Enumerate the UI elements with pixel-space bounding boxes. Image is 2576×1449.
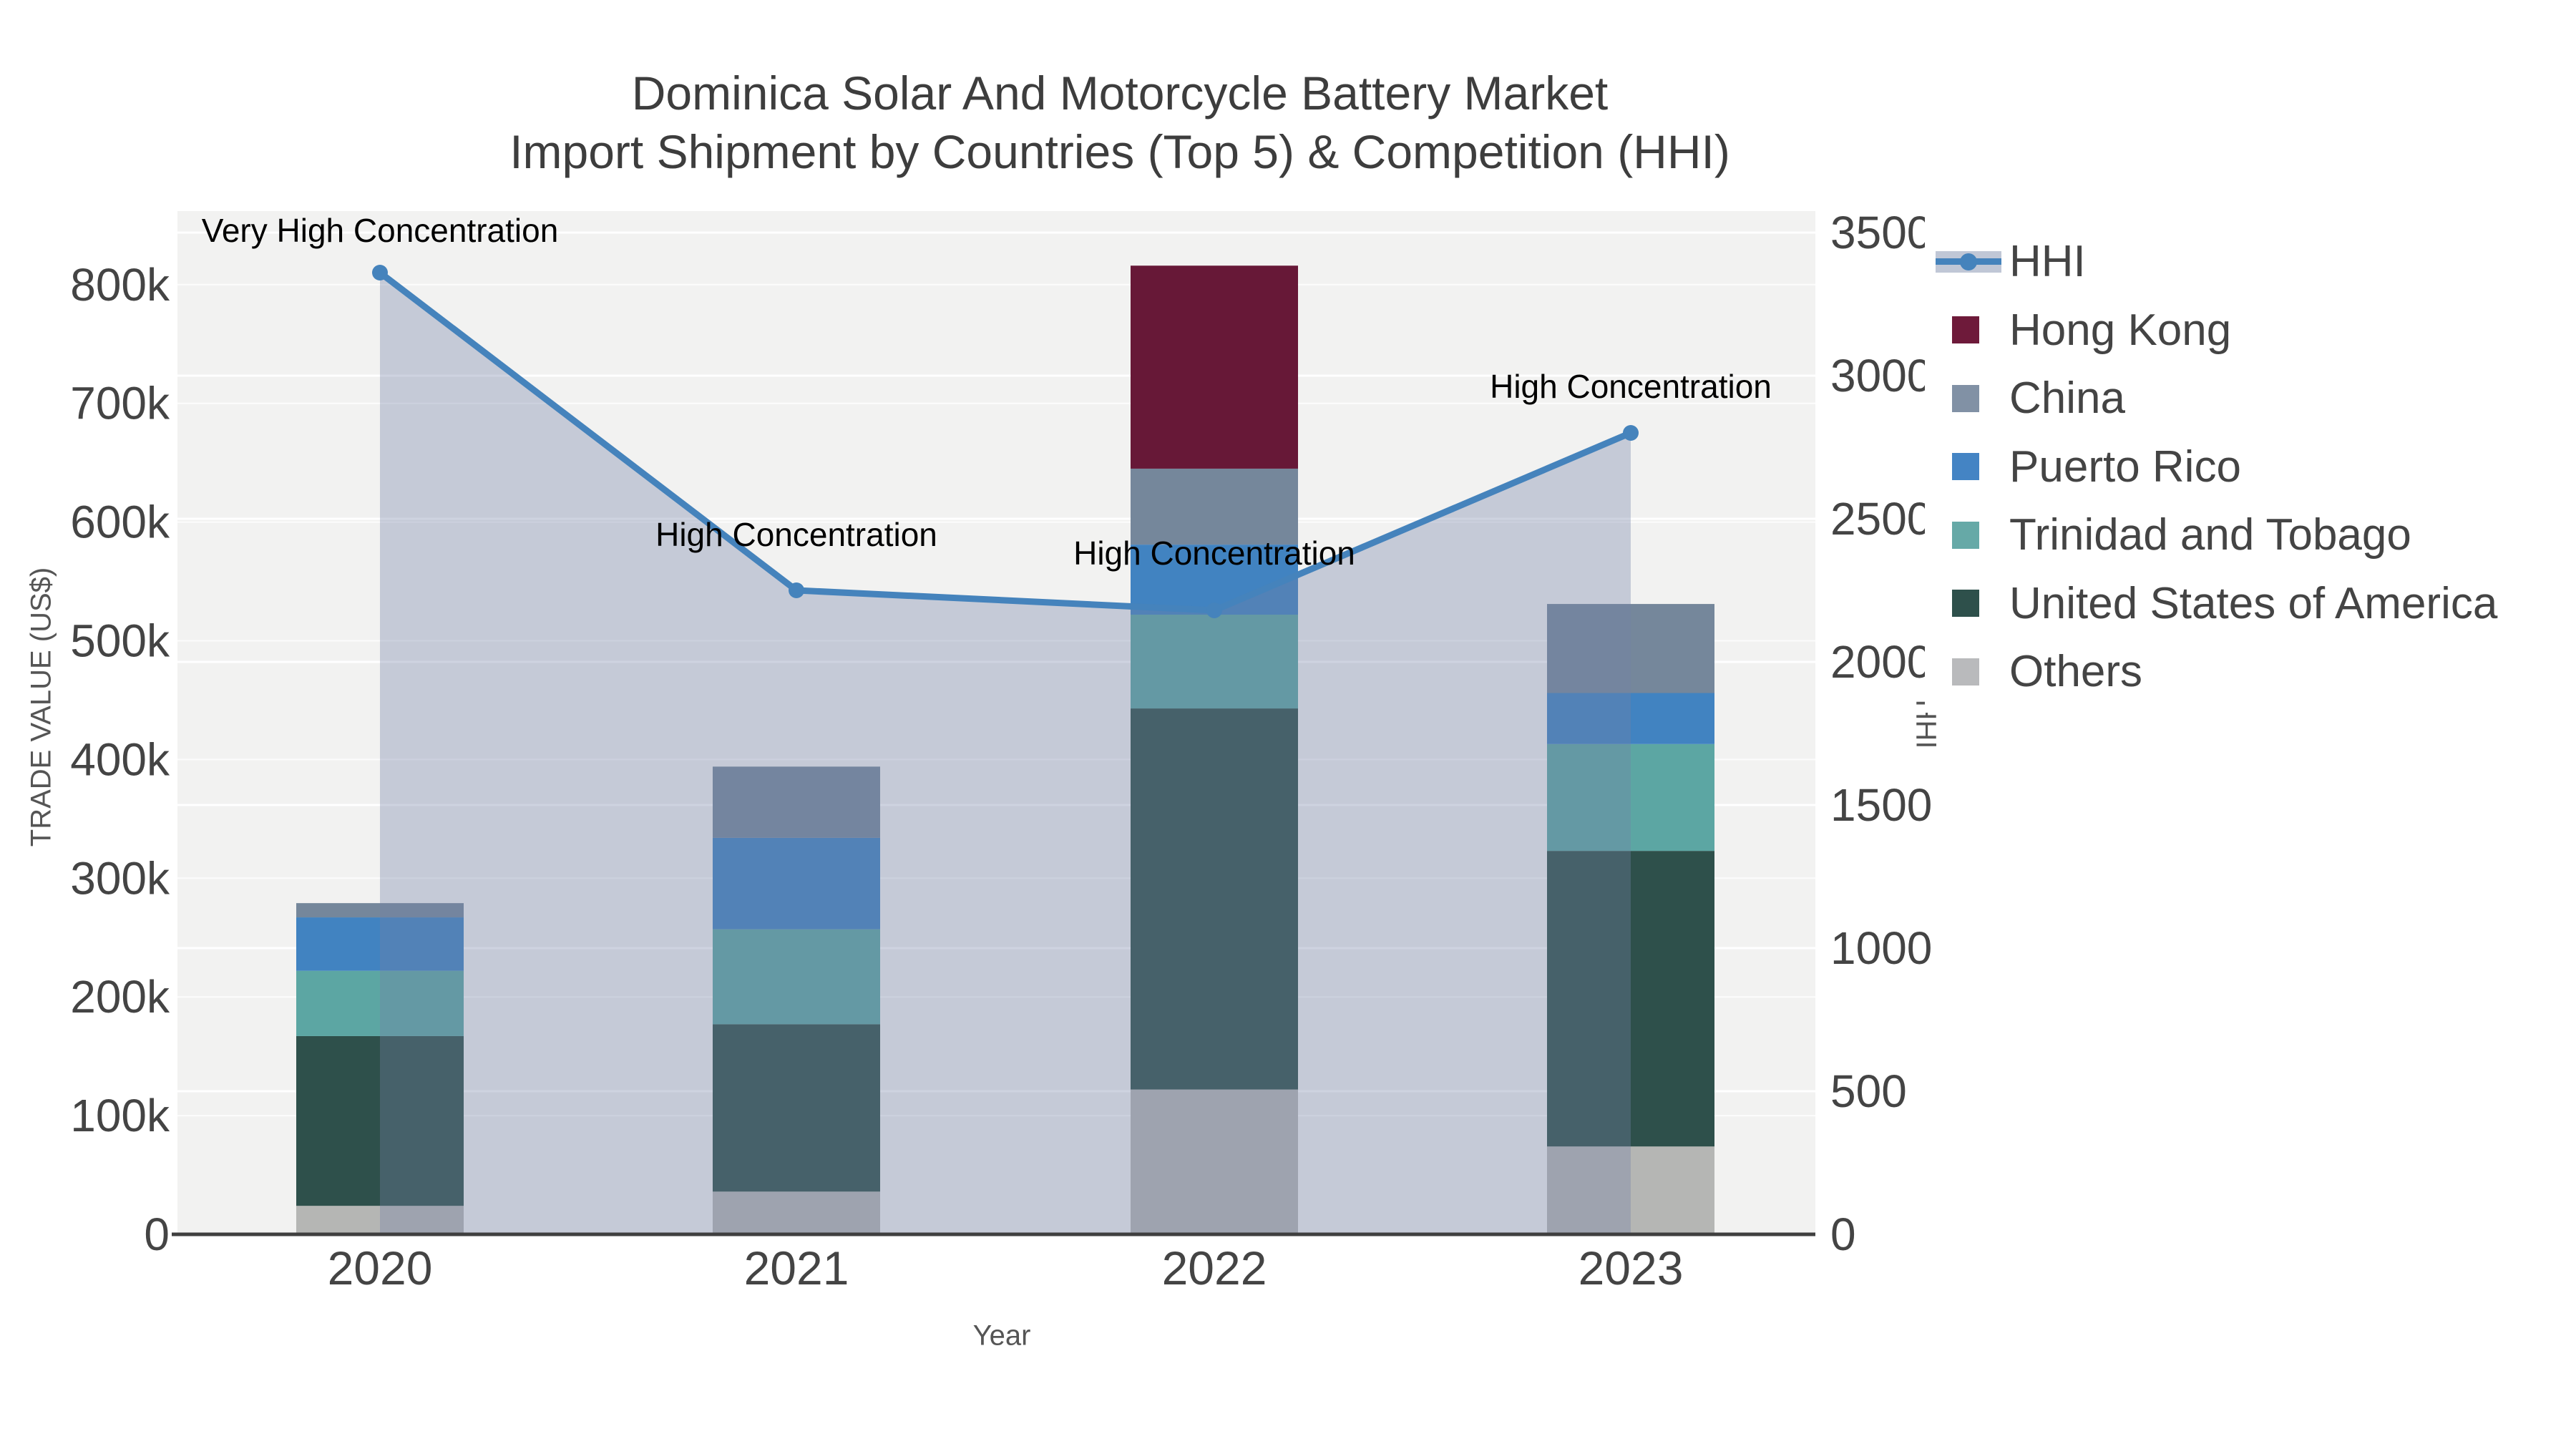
bar-segment-trinidad-and-tobago-2020[interactable] bbox=[296, 970, 464, 1036]
x-tick-label-2020: 2020 bbox=[328, 1241, 433, 1294]
y-left-tick-label-600k: 600k bbox=[70, 497, 170, 548]
bar-segment-hong-kong-2022[interactable] bbox=[1131, 265, 1298, 469]
bar-segment-united-states-of-america-2023[interactable] bbox=[1547, 851, 1714, 1147]
bar-segment-united-states-of-america-2022[interactable] bbox=[1131, 708, 1298, 1090]
x-tick-label-2021: 2021 bbox=[744, 1241, 849, 1294]
bar-segment-united-states-of-america-2021[interactable] bbox=[713, 1024, 880, 1192]
legend-swatch-icon bbox=[1952, 316, 1979, 344]
legend-item-china[interactable]: China bbox=[1925, 364, 2555, 433]
y-left-tick-label-800k: 800k bbox=[70, 259, 170, 311]
bar-segment-trinidad-and-tobago-2023[interactable] bbox=[1547, 743, 1714, 852]
x-tick-label-2023: 2023 bbox=[1579, 1241, 1684, 1294]
legend-label: Puerto Rico bbox=[2009, 441, 2241, 492]
x-axis-title: Year bbox=[972, 1319, 1031, 1352]
legend-swatch-icon bbox=[1952, 658, 1979, 686]
hhi-marker-2020[interactable] bbox=[372, 265, 388, 280]
legend-label: Others bbox=[2009, 647, 2143, 697]
bar-segment-puerto-rico-2020[interactable] bbox=[296, 917, 464, 971]
bar-segment-others-2020[interactable] bbox=[296, 1206, 464, 1234]
y-axis-title-left: TRADE VALUE (US$) bbox=[25, 567, 57, 847]
hhi-marker-2022[interactable] bbox=[1206, 602, 1222, 618]
legend-label: United States of America bbox=[2009, 578, 2498, 628]
bar-segment-others-2021[interactable] bbox=[713, 1191, 880, 1234]
legend-item-others[interactable]: Others bbox=[1925, 638, 2555, 706]
bar-segment-trinidad-and-tobago-2021[interactable] bbox=[713, 929, 880, 1025]
hhi-line-icon bbox=[1936, 246, 2001, 278]
annotation-2020: Very High Concentration bbox=[202, 212, 559, 249]
legend-swatch-icon bbox=[1952, 590, 1979, 618]
hhi-marker-swatch bbox=[1960, 253, 1977, 270]
y-right-tick-label-1500: 1500 bbox=[1830, 779, 1932, 831]
hhi-marker-2023[interactable] bbox=[1623, 425, 1639, 441]
y-right-tick-label-2500: 2500 bbox=[1830, 493, 1932, 545]
bar-segment-others-2023[interactable] bbox=[1547, 1146, 1714, 1234]
legend-swatch-icon bbox=[1952, 384, 1979, 412]
hhi-marker-2021[interactable] bbox=[789, 582, 804, 598]
y-left-tick-label-300k: 300k bbox=[70, 852, 170, 904]
annotation-2022: High Concentration bbox=[1073, 535, 1355, 572]
y-left-tick-label-100k: 100k bbox=[70, 1090, 170, 1141]
y-right-tick-label-0: 0 bbox=[1830, 1209, 1856, 1260]
bar-segment-others-2022[interactable] bbox=[1131, 1089, 1298, 1234]
y-left-tick-label-500k: 500k bbox=[70, 615, 170, 667]
y-right-tick-label-3000: 3000 bbox=[1830, 350, 1932, 401]
y-right-tick-label-3500: 3500 bbox=[1830, 207, 1932, 258]
legend-swatch-icon bbox=[1952, 453, 1979, 481]
bar-segment-china-2023[interactable] bbox=[1547, 604, 1714, 693]
annotation-2023: High Concentration bbox=[1490, 368, 1772, 405]
legend-item-trinidad-and-tobago[interactable]: Trinidad and Tobago bbox=[1925, 501, 2555, 570]
bar-segment-puerto-rico-2021[interactable] bbox=[713, 837, 880, 930]
legend-item-hhi[interactable]: HHI bbox=[1925, 228, 2555, 296]
legend-label: HHI bbox=[2009, 237, 2086, 287]
annotation-2021: High Concentration bbox=[655, 516, 937, 553]
y-right-tick-label-2000: 2000 bbox=[1830, 636, 1932, 688]
y-left-tick-label-700k: 700k bbox=[70, 378, 170, 429]
y-left-tick-label-400k: 400k bbox=[70, 733, 170, 785]
hhi-line bbox=[376, 269, 1634, 614]
bar-segment-china-2022[interactable] bbox=[1131, 468, 1298, 545]
bar-segment-china-2021[interactable] bbox=[713, 766, 880, 838]
legend-label: Trinidad and Tobago bbox=[2009, 510, 2411, 560]
bar-segment-puerto-rico-2023[interactable] bbox=[1547, 693, 1714, 744]
legend: HHI Hong Kong China Puerto Rico Trinidad and… bbox=[1925, 205, 2555, 713]
legend-item-hong-kong[interactable]: Hong Kong bbox=[1925, 296, 2555, 365]
bar-segment-united-states-of-america-2020[interactable] bbox=[296, 1035, 464, 1206]
bar-segment-china-2020[interactable] bbox=[296, 903, 464, 918]
y-left-tick-label-0: 0 bbox=[144, 1209, 170, 1260]
chart-title-line2: Import Shipment by Countries (Top 5) & C… bbox=[509, 125, 1730, 178]
legend-label: Hong Kong bbox=[2009, 305, 2232, 355]
x-tick-label-2022: 2022 bbox=[1162, 1241, 1267, 1294]
y-right-tick-label-1000: 1000 bbox=[1830, 922, 1932, 974]
y-left-tick-label-200k: 200k bbox=[70, 971, 170, 1023]
bar-segment-trinidad-and-tobago-2022[interactable] bbox=[1131, 615, 1298, 709]
legend-item-united-states-of-america[interactable]: United States of America bbox=[1925, 570, 2555, 638]
legend-item-puerto-rico[interactable]: Puerto Rico bbox=[1925, 433, 2555, 502]
y-right-tick-label-500: 500 bbox=[1830, 1065, 1907, 1117]
legend-label: China bbox=[2009, 374, 2125, 424]
chart-title-line1: Dominica Solar And Motorcycle Battery Ma… bbox=[631, 67, 1609, 119]
legend-swatch-icon bbox=[1952, 521, 1979, 549]
